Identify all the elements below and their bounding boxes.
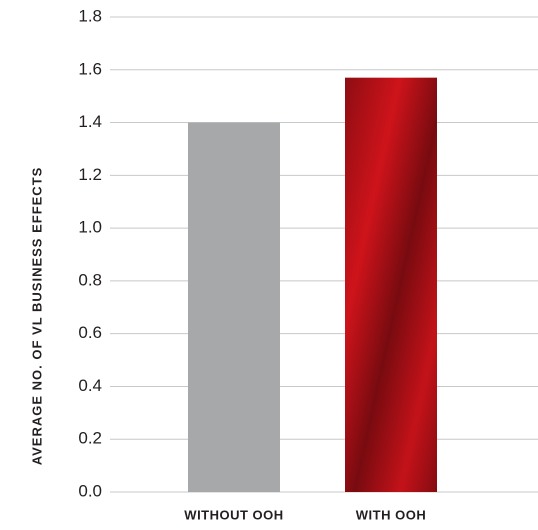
y-tick-label: 0.0 [78, 481, 102, 500]
y-tick-label: 1.8 [78, 6, 102, 25]
bar [188, 122, 280, 493]
y-tick-label: 1.4 [78, 112, 102, 131]
y-tick-label: 1.6 [78, 59, 102, 78]
y-tick-label: 0.4 [78, 376, 102, 395]
x-tick-label: WITHOUT OOH [184, 507, 283, 522]
y-axis-label: AVERAGE NO. OF VL BUSINESS EFFECTS [29, 167, 44, 466]
y-tick-label: 1.0 [78, 218, 102, 237]
x-tick-label: WITH OOH [356, 507, 426, 522]
y-tick-label: 0.8 [78, 270, 102, 289]
y-tick-label: 0.2 [78, 429, 102, 448]
y-tick-label: 1.2 [78, 165, 102, 184]
y-tick-label: 0.6 [78, 323, 102, 342]
bar-texture [345, 77, 437, 492]
